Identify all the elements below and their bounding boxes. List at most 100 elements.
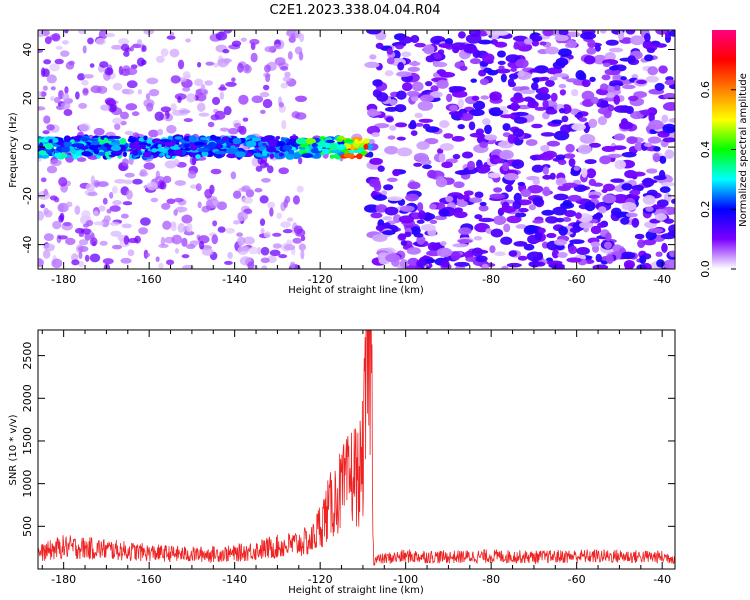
heatmap-cell xyxy=(301,153,314,158)
heatmap-cell xyxy=(386,57,395,65)
colorbar-tick-label: 0.6 xyxy=(699,81,712,99)
heatmap-cell xyxy=(599,155,612,165)
heatmap-cell xyxy=(63,135,71,143)
heatmap-cell xyxy=(102,258,114,265)
heatmap-cell xyxy=(520,188,532,198)
heatmap-cell xyxy=(78,245,89,253)
heatmap-cell xyxy=(283,199,289,208)
heatmap-cell xyxy=(174,136,183,140)
heatmap-cell xyxy=(392,168,401,177)
heatmap-cell xyxy=(396,147,413,157)
snr-x-tick-label: -180 xyxy=(51,573,76,586)
heatmap-cell xyxy=(162,175,172,184)
heatmap-cell xyxy=(425,55,435,63)
heatmap-cell xyxy=(159,153,164,157)
heatmap-cell xyxy=(636,264,647,269)
heatmap-cell xyxy=(50,86,56,91)
heatmap-cell xyxy=(186,222,193,233)
heatmap-cell xyxy=(43,115,51,124)
heatmap-cell xyxy=(655,30,668,35)
heatmap-cell xyxy=(124,172,135,178)
heatmap-cell xyxy=(423,258,436,264)
heatmap-cell xyxy=(222,48,230,54)
heatmap-cell xyxy=(127,137,137,143)
heatmap-cell xyxy=(240,37,247,42)
heatmap-cell xyxy=(553,193,569,201)
heatmap-cell xyxy=(338,135,345,140)
heatmap-cell xyxy=(552,206,568,216)
heatmap-cell xyxy=(305,145,310,153)
heatmap-cell xyxy=(248,246,259,255)
heatmap-cell xyxy=(513,241,528,247)
heatmap-cell xyxy=(399,259,409,269)
heatmap-cell xyxy=(242,117,249,122)
heatmap-cell xyxy=(330,149,342,154)
heatmap-cell xyxy=(278,152,285,157)
heatmap-cell xyxy=(38,258,44,268)
heatmap-cell xyxy=(597,107,611,115)
heatmap-cell xyxy=(49,63,60,72)
heatmap-cell xyxy=(241,185,251,192)
heatmap-cell xyxy=(106,208,112,214)
heatmap-cell xyxy=(57,202,69,213)
heatmap-cell xyxy=(575,212,582,219)
heatmap-cell xyxy=(420,224,436,232)
heatmap-cell xyxy=(602,194,617,204)
heatmap-cell xyxy=(484,124,492,135)
spectrogram-y-tick-label: 20 xyxy=(21,91,34,105)
heatmap-cell xyxy=(109,205,121,212)
heatmap-cell xyxy=(70,139,75,143)
heatmap-cell xyxy=(154,111,165,121)
heatmap-cell xyxy=(466,160,476,171)
heatmap-cell xyxy=(204,80,213,86)
heatmap-cell xyxy=(43,233,54,242)
heatmap-cell xyxy=(545,216,559,224)
heatmap-cell xyxy=(582,99,594,108)
heatmap-cell xyxy=(96,181,109,187)
heatmap-cell xyxy=(573,165,580,171)
heatmap-cell xyxy=(364,61,380,69)
heatmap-cell xyxy=(414,42,426,48)
heatmap-cell xyxy=(266,146,276,153)
heatmap-cell xyxy=(642,195,656,205)
heatmap-cell xyxy=(510,96,525,104)
heatmap-cell xyxy=(374,123,390,129)
heatmap-cell xyxy=(666,79,675,84)
heatmap-cell xyxy=(621,151,637,158)
heatmap-cell xyxy=(178,77,188,83)
heatmap-cell xyxy=(121,158,129,167)
heatmap-cell xyxy=(529,68,545,73)
heatmap-cell xyxy=(423,44,435,55)
heatmap-cell xyxy=(74,205,81,215)
heatmap-cell xyxy=(294,30,301,39)
heatmap-cell xyxy=(534,106,547,111)
heatmap-cell xyxy=(526,251,543,262)
heatmap-cell xyxy=(42,85,48,91)
heatmap-cell xyxy=(631,217,640,228)
heatmap-cell xyxy=(448,85,462,92)
heatmap-cell xyxy=(624,169,637,179)
heatmap-cell xyxy=(38,91,42,97)
colorbar: 0.0 0.2 0.4 0.6 Normalized spectral amplitu… xyxy=(699,30,749,278)
heatmap-cell xyxy=(85,183,96,192)
heatmap-cell xyxy=(485,228,493,234)
heatmap-cell xyxy=(530,82,539,91)
heatmap-cell xyxy=(112,117,123,125)
heatmap-cell xyxy=(193,141,206,146)
heatmap-cell xyxy=(281,119,287,130)
heatmap-cell xyxy=(647,66,659,76)
heatmap-cell xyxy=(317,141,327,148)
heatmap-cell xyxy=(454,261,470,267)
heatmap-cell xyxy=(443,133,454,139)
heatmap-cell xyxy=(354,138,359,145)
heatmap-cell xyxy=(479,141,488,148)
heatmap-cell xyxy=(42,130,50,135)
heatmap-cell xyxy=(468,121,476,131)
heatmap-cell xyxy=(81,79,89,86)
heatmap-cell xyxy=(166,35,176,40)
heatmap-cell xyxy=(109,221,120,226)
heatmap-cell xyxy=(430,243,443,250)
heatmap-cell xyxy=(278,167,290,175)
heatmap-cell xyxy=(65,237,76,245)
heatmap-cell xyxy=(636,79,647,85)
